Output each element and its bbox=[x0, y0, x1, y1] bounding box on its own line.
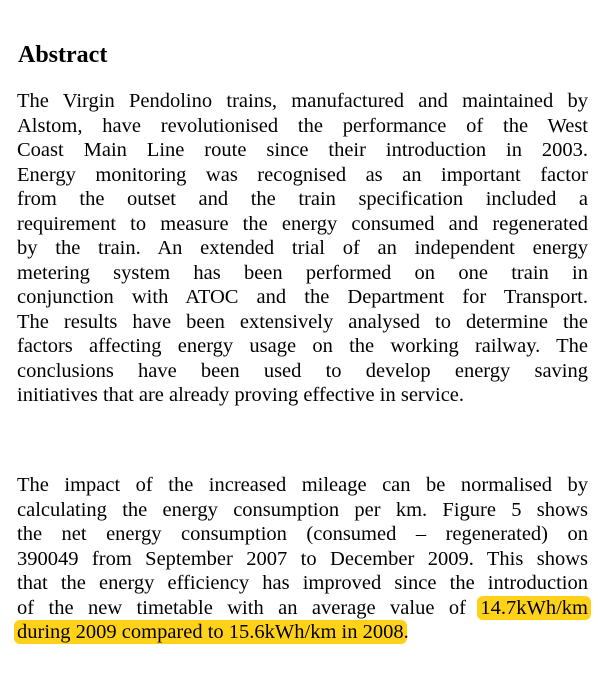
paragraph-line: The impact of the increased mileage can … bbox=[17, 474, 588, 496]
paragraph-line: Energy monitoring was recognised as an i… bbox=[17, 163, 588, 186]
paragraph-line: factors affecting energy usage on the wo… bbox=[17, 335, 588, 357]
paragraph-line: conclusions have been used to develop en… bbox=[17, 359, 588, 382]
paragraph-line: requirement to measure the energy consum… bbox=[17, 212, 588, 235]
paragraph-line: 390049 from September 2007 to December 2… bbox=[17, 547, 588, 570]
paragraph-line: calculating the energy consumption per k… bbox=[17, 498, 588, 521]
paragraph-line-highlight-end: during 2009 compared to 15.6kWh/km in 20… bbox=[14, 620, 588, 645]
paragraph-line: the net energy consumption (consumed – r… bbox=[17, 523, 588, 545]
abstract-paragraph: The Virgin Pendolino trains, manufacture… bbox=[17, 89, 588, 408]
paragraph-line: Coast Main Line route since their introd… bbox=[17, 139, 588, 161]
paragraph-line: that the energy efficiency has improved … bbox=[17, 572, 588, 594]
paragraph-line: initiatives that are already proving eff… bbox=[17, 384, 465, 406]
paragraph-line: conjunction with ATOC and the Department… bbox=[17, 286, 588, 308]
energy-paragraph: The impact of the increased mileage can … bbox=[14, 473, 591, 645]
paragraph-line-highlight-start: of the new timetable with an average val… bbox=[17, 595, 591, 621]
plain-text: . bbox=[403, 621, 409, 643]
paragraph-line: The results have been extensively analys… bbox=[17, 310, 588, 333]
paragraph-line: The Virgin Pendolino trains, manufacture… bbox=[17, 90, 588, 112]
highlighted-text: during 2009 compared to 15.6kWh/km in 20… bbox=[14, 620, 407, 644]
paragraph-line: by the train. An extended trial of an in… bbox=[17, 237, 588, 259]
highlighted-text: 14.7kWh/km bbox=[477, 595, 591, 620]
paragraph-line: from the outset and the train specificat… bbox=[17, 188, 588, 210]
paragraph-line: Alstom, have revolutionised the performa… bbox=[17, 114, 588, 137]
section-heading: Abstract bbox=[18, 42, 108, 68]
plain-text: of the new timetable with an average val… bbox=[17, 596, 481, 619]
paragraph-line: metering system has been performed on on… bbox=[17, 261, 588, 284]
